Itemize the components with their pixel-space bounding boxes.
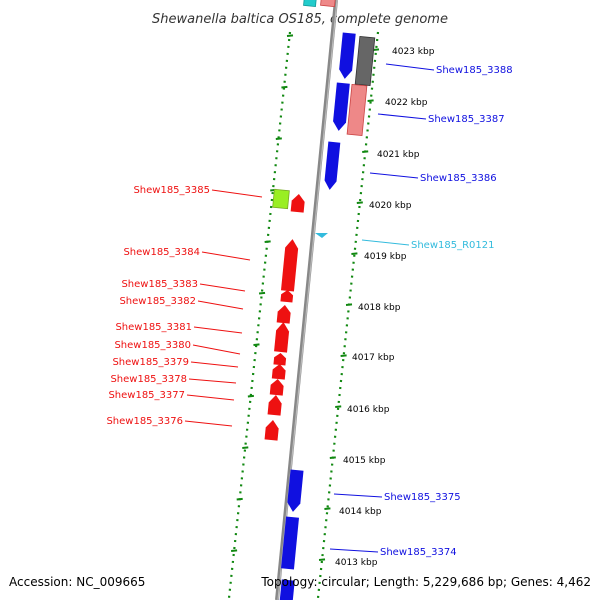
gene-leader-line <box>329 548 379 553</box>
gene-label[interactable]: Shew185_3385 <box>133 185 210 196</box>
gene-shew185-3384[interactable] <box>280 238 299 292</box>
left-ruler-tick <box>247 394 254 398</box>
gene-leader-line <box>193 326 243 334</box>
gene-leader-line <box>211 189 263 198</box>
gene-leader-line <box>197 300 244 310</box>
kbp-tick-label: 4017 kbp <box>352 353 395 363</box>
gene-label[interactable]: Shew185_3374 <box>380 547 457 558</box>
gene-label[interactable]: Shew185_3379 <box>112 357 189 368</box>
gene-label[interactable]: Shew185_3384 <box>123 247 200 258</box>
right-ruler-tick <box>356 201 363 204</box>
gene-shew185-3385-green[interactable] <box>272 188 290 210</box>
kbp-tick-label: 4022 kbp <box>385 98 428 108</box>
gene-label[interactable]: Shew185_3380 <box>114 340 191 351</box>
gene-leader-line <box>199 283 246 292</box>
genome-title: Shewanella baltica OS185, complete genom… <box>152 12 448 27</box>
kbp-tick-label: 4013 kbp <box>335 558 378 568</box>
right-ruler-tick <box>345 303 353 306</box>
kbp-tick-label: 4014 kbp <box>339 507 382 517</box>
left-ruler-tick <box>264 240 271 243</box>
topology-text: Topology: circular; Length: 5,229,686 bp… <box>260 575 591 589</box>
kbp-tick-label: 4020 kbp <box>369 201 412 211</box>
kbp-tick-label: 4023 kbp <box>392 47 435 57</box>
kbp-tick-label: 4021 kbp <box>377 150 420 160</box>
kbp-tick-label: 4019 kbp <box>364 252 407 262</box>
gene-label[interactable]: Shew185_3387 <box>428 114 505 125</box>
gene-shew185-3388-pseudo[interactable] <box>354 35 376 87</box>
gene-shew185-3379[interactable] <box>271 363 286 380</box>
right-ruler-tick <box>367 99 374 102</box>
right-ruler-tick <box>329 456 336 459</box>
kbp-scale: 4023 kbp 4022 kbp 4021 kbp 4020 kbp 4019 kbp… <box>335 47 435 568</box>
gene-leader-line <box>184 420 233 427</box>
gene-label[interactable]: Shew185_3381 <box>115 322 192 333</box>
gene-label[interactable]: Shew185_3382 <box>119 296 196 307</box>
gene-leader-line <box>192 344 241 355</box>
accession-text: Accession: NC_009665 <box>9 575 145 589</box>
gene-shew185-3383[interactable] <box>280 289 294 303</box>
cyan-gene-partial[interactable] <box>303 0 317 7</box>
gene-leader-line <box>333 493 383 498</box>
left-ruler-tick <box>281 85 288 89</box>
gene-shew185-3374[interactable] <box>280 516 300 570</box>
gene-leader-line <box>385 63 435 71</box>
gene-leader-line <box>190 361 239 368</box>
gene-shew185-3386[interactable] <box>324 141 341 191</box>
left-ruler-tick <box>253 343 260 346</box>
left-ruler-tick <box>286 34 294 37</box>
gene-label[interactable]: Shew185_3377 <box>108 390 185 401</box>
gene-shew185-3380[interactable] <box>273 352 287 366</box>
gene-label[interactable]: Shew185_3388 <box>436 65 513 76</box>
gene-label[interactable]: Shew185_3378 <box>110 374 187 385</box>
rna-gene-shew185-r0121[interactable] <box>315 233 328 238</box>
gene-shew185-3387[interactable] <box>332 82 350 131</box>
gene-features <box>264 0 376 605</box>
gene-label[interactable]: Shew185_3383 <box>121 279 198 290</box>
kbp-tick-label: 4018 kbp <box>358 303 401 313</box>
left-ruler-tick <box>242 446 249 449</box>
gene-shew185-3375[interactable] <box>286 469 304 512</box>
left-ruler-tick <box>258 291 266 295</box>
gene-leader-line <box>201 251 251 261</box>
gene-leader-line <box>188 378 237 384</box>
gene-label[interactable]: Shew185_3376 <box>106 416 183 427</box>
gene-shew185-3382[interactable] <box>276 304 292 324</box>
gene-shew185-3385[interactable] <box>290 193 306 213</box>
gene-leader-line <box>369 172 419 179</box>
gene-leader-line <box>377 113 427 120</box>
pink-gene-partial[interactable] <box>320 0 336 8</box>
left-ruler-tick <box>231 549 238 552</box>
left-ruler-tick <box>275 137 282 140</box>
gene-shew185-3388[interactable] <box>338 32 356 79</box>
genome-backbone <box>275 0 338 601</box>
left-ruler-tick <box>236 497 243 501</box>
gene-leader-line <box>186 394 235 401</box>
gene-shew185-3381[interactable] <box>274 321 290 353</box>
kbp-tick-label: 4016 kbp <box>347 405 390 415</box>
right-ruler-tick <box>335 405 342 408</box>
gene-shew185-3376[interactable] <box>264 419 280 441</box>
right-ruler-tick <box>351 252 358 255</box>
right-ruler-tick <box>340 354 347 357</box>
right-ruler-tick <box>324 507 331 510</box>
gene-label[interactable]: Shew185_R0121 <box>411 240 495 251</box>
gene-labels: Shew185_3388 Shew185_3387 Shew185_3386 Shew… <box>106 63 513 558</box>
gene-shew185-3378[interactable] <box>269 378 284 396</box>
gene-shew185-3377[interactable] <box>267 394 283 416</box>
right-ruler-tick <box>362 150 369 153</box>
right-ruler-tick <box>318 558 326 561</box>
gene-shew185-3387-pseudo[interactable] <box>346 83 368 137</box>
gene-leader-line <box>361 239 410 246</box>
gene-label[interactable]: Shew185_3386 <box>420 173 497 184</box>
kbp-tick-label: 4015 kbp <box>343 456 386 466</box>
gene-label[interactable]: Shew185_3375 <box>384 492 461 503</box>
